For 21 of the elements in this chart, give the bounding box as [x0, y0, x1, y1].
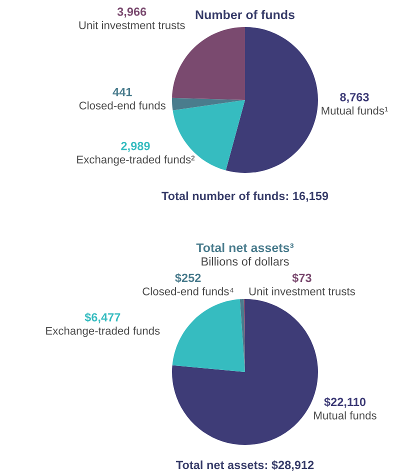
slice-label: Exchange-traded funds — [46, 326, 160, 337]
chart-subtitle: Billions of dollars — [202, 257, 289, 266]
data-label: $73 — [292, 273, 312, 283]
slice-label: Mutual funds — [314, 411, 376, 420]
data-label: 3,966 — [117, 8, 146, 18]
data-label: 2,989 — [121, 142, 150, 152]
text: Total net assets: $28,912 — [176, 460, 314, 471]
slice-label: Closed-end funds⁴ — [142, 287, 234, 296]
chart-title: Number of funds — [196, 10, 294, 20]
data-label: 441 — [112, 88, 132, 96]
data-label: $252 — [175, 273, 201, 283]
data-label: $6,477 — [84, 312, 120, 324]
chart-title: Total net assets³ — [196, 243, 294, 252]
slice-label: Mutual funds¹ — [322, 106, 388, 115]
slice-label: Exchange-traded funds² — [77, 155, 195, 166]
slice-label: Unit investment trusts — [249, 287, 355, 296]
data-label: $22,110 — [324, 397, 366, 408]
slice-label: Closed-end funds — [79, 101, 166, 110]
data-label: 8,763 — [340, 92, 369, 104]
text: Total number of funds: 16,159 — [162, 191, 328, 202]
slice-label: Unit investment trusts — [79, 21, 185, 30]
